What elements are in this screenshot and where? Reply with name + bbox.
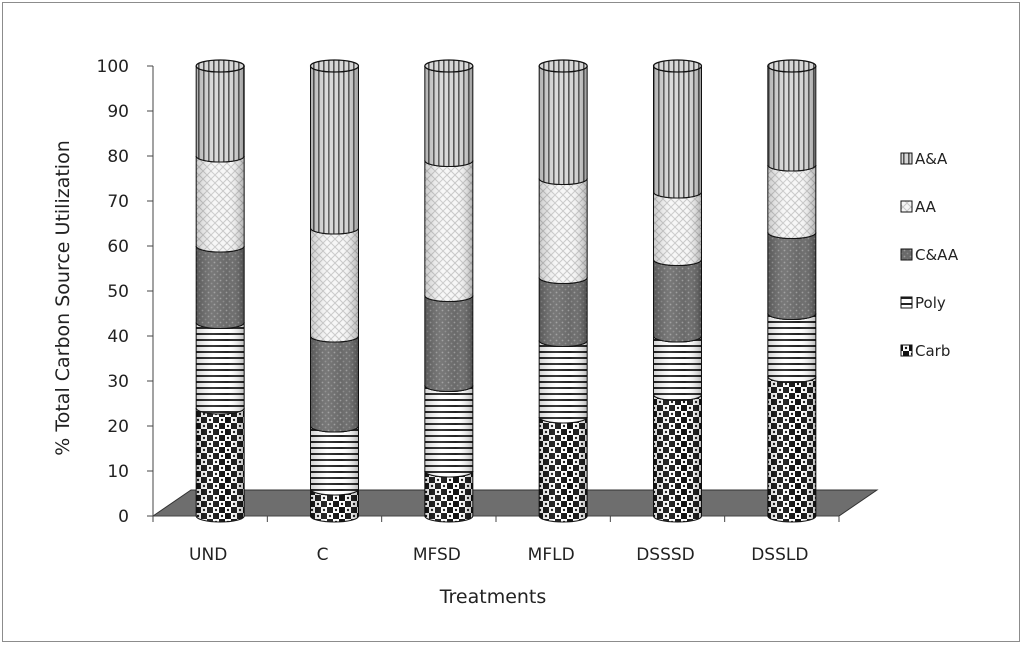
y-tick-label: 90 (107, 102, 129, 122)
y-tick-label: 30 (107, 372, 129, 392)
legend-swatch-aa (900, 200, 913, 213)
bar-segment-shading (539, 277, 588, 347)
bar-segment-shading (424, 66, 473, 167)
y-tick-label: 100 (97, 57, 129, 77)
category-label: DSSLD (751, 545, 808, 565)
bar-segment-shading (539, 66, 588, 185)
y-tick-label: 50 (107, 282, 129, 302)
bar-segment-shading (424, 471, 473, 522)
bar-top-cap (195, 59, 245, 73)
legend-label: Carb (915, 342, 950, 360)
bar-segment-shading (424, 160, 473, 302)
category-label: MFSD (413, 545, 461, 565)
bar-segment-shading (424, 295, 473, 392)
bar-stacks (195, 59, 817, 523)
y-axis-title: % Total Carbon Source Utilization (52, 140, 74, 456)
bar-top-cap (652, 59, 703, 73)
category-label: MFLD (528, 545, 575, 565)
category-label: UND (189, 545, 227, 565)
bar-stack-dssld (767, 59, 817, 523)
legend-swatch-carb (900, 344, 913, 357)
bar-top-cap (309, 59, 360, 73)
bar-segment-shading (310, 336, 359, 432)
bar-segment-shading (653, 336, 702, 401)
y-tick-label: 0 (118, 507, 129, 527)
bar-segment-shading (767, 165, 816, 239)
y-tick-label: 40 (107, 327, 129, 347)
legend-swatch-poly (900, 296, 913, 309)
bar-segment-shading (653, 394, 702, 522)
legend-label: AA (915, 198, 937, 216)
bar-segment-shading (196, 246, 245, 329)
bar-segment-shading (767, 232, 816, 320)
bar-segment-shading (539, 178, 588, 284)
bar-stack-mfld (538, 59, 588, 523)
bar-stack-und (195, 59, 245, 523)
y-axis-ticks: 0 10 20 30 40 50 60 70 80 90 100 (97, 57, 153, 527)
bar-segment-shading (196, 156, 245, 252)
y-tick-label: 10 (107, 462, 129, 482)
x-axis-ticks: UND C MFSD MFLD DSSSD DSSLD (152, 516, 840, 565)
bar-top-cap (538, 59, 588, 73)
bar-segment-shading (310, 426, 359, 495)
legend-swatch-a-a (900, 152, 913, 165)
bar-top-cap (767, 59, 817, 73)
bar-segment-shading (310, 228, 359, 342)
bar-segment-shading (767, 66, 816, 171)
bar-segment-shading (539, 417, 588, 522)
bar-segment-shading (539, 340, 588, 423)
y-tick-label: 80 (107, 147, 129, 167)
legend-label: A&A (915, 150, 948, 168)
y-tick-label: 20 (107, 417, 129, 437)
legend-label: C&AA (915, 246, 959, 264)
bar-segment-shading (424, 385, 473, 477)
bar-top-cap (424, 59, 474, 73)
bar-segment-shading (196, 322, 245, 414)
bar-segment-shading (310, 489, 359, 522)
category-label: DSSSD (636, 545, 695, 565)
bar-segment-shading (653, 192, 702, 266)
bar-stack-dsssd (652, 59, 703, 523)
y-tick-label: 60 (107, 237, 129, 257)
bar-segment-shading (310, 66, 359, 234)
bar-stack-c (309, 59, 360, 523)
legend: A&A AA C&AA Poly Carb (900, 150, 959, 360)
bar-segment-shading (196, 66, 245, 162)
bar-segment-shading (767, 313, 816, 383)
legend-swatch-c-aa (900, 248, 913, 261)
y-tick-label: 70 (107, 192, 129, 212)
bar-segment-shading (196, 408, 245, 522)
bar-segment-shading (653, 259, 702, 342)
chart-canvas: 0 10 20 30 40 50 60 70 80 90 100 UND C MFSD MFLD DSSSD… (52, 57, 959, 608)
legend-label: Poly (915, 294, 946, 312)
x-axis-title: Treatments (439, 586, 547, 608)
bar-stack-mfsd (424, 59, 474, 523)
category-label: C (317, 545, 329, 565)
bar-segment-shading (767, 376, 816, 522)
bar-segment-shading (653, 66, 702, 198)
